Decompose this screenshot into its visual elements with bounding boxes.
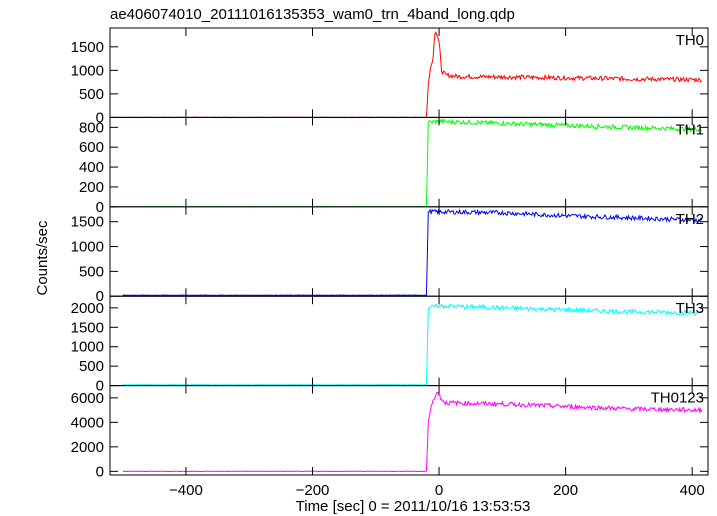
x-tick-label: −400 bbox=[169, 482, 203, 499]
y-tick-label-th3: 1500 bbox=[71, 319, 104, 336]
series-label-th0: TH0 bbox=[676, 32, 704, 49]
x-tick-label: 200 bbox=[553, 482, 578, 499]
y-tick-label-th1: 200 bbox=[79, 179, 104, 196]
panel-frame-th0123 bbox=[109, 385, 709, 476]
y-tick-label-th0123: 4000 bbox=[71, 414, 104, 431]
x-axis-label: Time [sec] 0 = 2011/10/16 13:53:53 bbox=[296, 498, 531, 515]
x-tick-label: −200 bbox=[296, 482, 330, 499]
y-tick-label-th0123: 2000 bbox=[71, 439, 104, 456]
y-tick-label-th2: 0 bbox=[96, 288, 104, 305]
series-label-th0123: TH0123 bbox=[651, 390, 704, 407]
y-tick-label-th3: 0 bbox=[96, 378, 104, 395]
y-tick-label-th3: 1000 bbox=[71, 339, 104, 356]
y-tick-label-th2: 500 bbox=[79, 263, 104, 280]
chart-title: ae406074010_20111016135353_wam0_trn_4ban… bbox=[110, 6, 515, 23]
series-line-th0 bbox=[122, 31, 703, 119]
y-axis-label: Counts/sec bbox=[34, 220, 51, 296]
series-line-th1 bbox=[122, 118, 702, 208]
y-tick-label-th3: 2000 bbox=[71, 300, 104, 317]
series-line-th3 bbox=[122, 303, 702, 386]
x-tick-label: 400 bbox=[680, 482, 705, 499]
y-tick-label-th1: 800 bbox=[79, 119, 104, 136]
series-label-th2: TH2 bbox=[676, 211, 704, 228]
panel-frame-th2 bbox=[109, 206, 709, 297]
series-label-th1: TH1 bbox=[676, 121, 704, 138]
y-tick-label-th1: 600 bbox=[79, 139, 104, 156]
y-tick-label-th0123: 6000 bbox=[71, 390, 104, 407]
series-line-th2 bbox=[122, 208, 703, 296]
series-label-th3: TH3 bbox=[676, 300, 704, 317]
y-tick-label-th1: 400 bbox=[79, 159, 104, 176]
panel-frame-th3 bbox=[109, 295, 709, 387]
y-tick-label-th0: 0 bbox=[96, 109, 104, 126]
y-tick-label-th2: 1000 bbox=[71, 239, 104, 256]
x-tick-label: 0 bbox=[435, 482, 443, 499]
series-line-th0123 bbox=[122, 391, 703, 473]
y-tick-label-th0123: 0 bbox=[96, 463, 104, 480]
panel-frame-th0 bbox=[109, 27, 709, 118]
y-tick-label-th0: 500 bbox=[79, 86, 104, 103]
y-tick-label-th0: 1000 bbox=[71, 62, 104, 79]
y-tick-label-th2: 1500 bbox=[71, 214, 104, 231]
y-tick-label-th1: 0 bbox=[96, 199, 104, 216]
y-tick-label-th0: 1500 bbox=[71, 39, 104, 56]
y-tick-label-th3: 500 bbox=[79, 358, 104, 375]
panel-frame-th1 bbox=[109, 116, 709, 208]
